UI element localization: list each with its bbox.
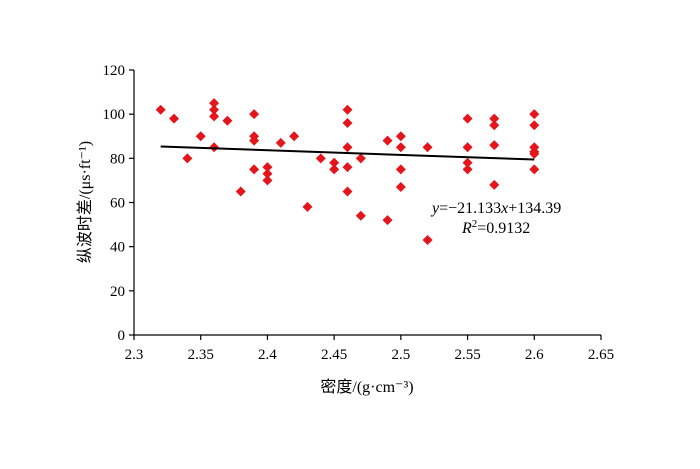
data-point [395,142,406,153]
data-point [395,131,406,142]
x-axis-title: 密度/(g·cm⁻³) [320,378,413,396]
data-point [342,142,353,153]
data-point [302,201,313,212]
data-point [209,111,220,122]
trendline [160,145,535,161]
data-point [395,164,406,175]
data-point [489,113,500,124]
r-squared-label: R2=0.9132 [461,218,530,237]
data-point [382,215,393,226]
data-point [355,153,366,164]
data-point [342,186,353,197]
data-point [222,115,233,126]
data-point [195,131,206,142]
y-tick-label: 80 [110,151,125,167]
data-point [489,179,500,190]
data-point [182,153,193,164]
y-tick-label: 60 [110,196,125,212]
data-point [155,104,166,115]
data-point [249,164,260,175]
x-tick-label: 2.3 [125,347,144,363]
x-tick-label: 2.35 [188,347,214,363]
data-point [462,164,473,175]
data-point [262,175,273,186]
data-point [342,118,353,128]
y-tick-label: 40 [110,240,125,256]
x-tick-label: 2.45 [321,347,347,363]
y-tick-label: 0 [118,328,126,344]
data-point [529,120,540,131]
data-point [209,104,220,115]
regression-equation: y=−21.133x+134.39 [430,200,561,217]
data-point [329,164,340,175]
data-point [235,186,246,197]
data-point [422,235,433,246]
data-point [342,162,353,173]
data-point [249,135,260,146]
data-point [315,153,326,164]
data-point [489,140,500,151]
y-tick-label: 20 [110,284,125,300]
x-tick-label: 2.5 [391,347,410,363]
data-point [262,162,273,173]
data-point [382,135,393,146]
data-point [422,142,433,153]
data-point [395,182,406,193]
y-tick-label: 120 [103,63,126,79]
data-point [529,148,540,159]
data-point [249,109,260,120]
data-point [289,131,300,142]
x-tick-label: 2.4 [258,347,277,363]
data-point [489,120,500,131]
data-point [342,104,353,115]
data-point [169,113,180,124]
data-point [262,168,273,179]
x-tick-label: 2.6 [525,347,544,363]
data-point [209,142,220,153]
x-ticks: 2.3 2.35 2.4 2.45 2.5 2.55 2.6 2.65 [125,335,614,363]
data-point [462,113,473,124]
y-tick-label: 100 [103,107,126,123]
data-points [155,98,540,246]
x-tick-label: 2.55 [454,347,480,363]
data-point [462,157,473,168]
y-ticks: 0 20 40 60 80 100 120 [103,63,134,344]
data-point [529,164,540,175]
data-point [275,137,286,148]
data-point [209,98,220,109]
y-axis-title: 纵波时差/(μs·ft⁻¹) [76,141,94,263]
data-point [355,210,366,221]
data-point [329,157,340,168]
data-point [529,109,540,120]
x-tick-label: 2.65 [588,347,614,363]
data-point [462,142,473,153]
